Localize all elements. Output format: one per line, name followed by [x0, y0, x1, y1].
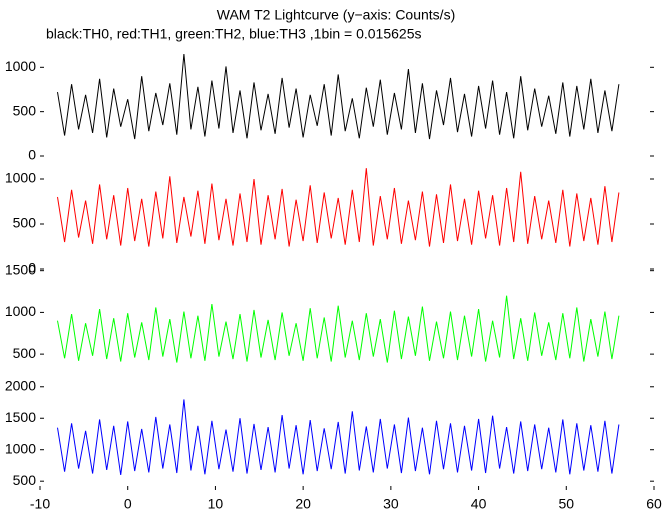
- x-tick-label: 30: [383, 496, 399, 512]
- x-tick-label: 20: [295, 496, 311, 512]
- chart-title: WAM T2 Lightcurve (y−axis: Counts/s): [217, 7, 455, 23]
- lightcurve: [57, 399, 620, 475]
- y-tick-label: 1000: [5, 58, 36, 74]
- y-tick-label: 0: [28, 147, 36, 163]
- y-tick-label: 500: [13, 345, 37, 361]
- x-tick-label: -10: [30, 496, 50, 512]
- y-tick-label: 0: [28, 260, 36, 276]
- x-tick-label: 10: [208, 496, 224, 512]
- lightcurve: [57, 168, 620, 247]
- lightcurve: [57, 53, 620, 140]
- x-tick-label: 60: [646, 496, 662, 512]
- x-tick-label: 50: [558, 496, 574, 512]
- y-tick-label: 500: [13, 102, 37, 118]
- chart-subtitle: black:TH0, red:TH1, green:TH2, blue:TH3 …: [46, 26, 421, 42]
- y-tick-label: 1000: [5, 170, 36, 186]
- y-tick-label: 1500: [5, 261, 36, 277]
- lightcurve: [57, 295, 620, 363]
- y-tick-label: 500: [13, 472, 37, 488]
- y-tick-label: 500: [13, 215, 37, 231]
- x-tick-label: 0: [124, 496, 132, 512]
- y-tick-label: 2000: [5, 377, 36, 393]
- y-tick-label: 1000: [5, 440, 36, 456]
- y-tick-label: 1500: [5, 409, 36, 425]
- x-tick-label: 40: [471, 496, 487, 512]
- y-tick-label: 1000: [5, 303, 36, 319]
